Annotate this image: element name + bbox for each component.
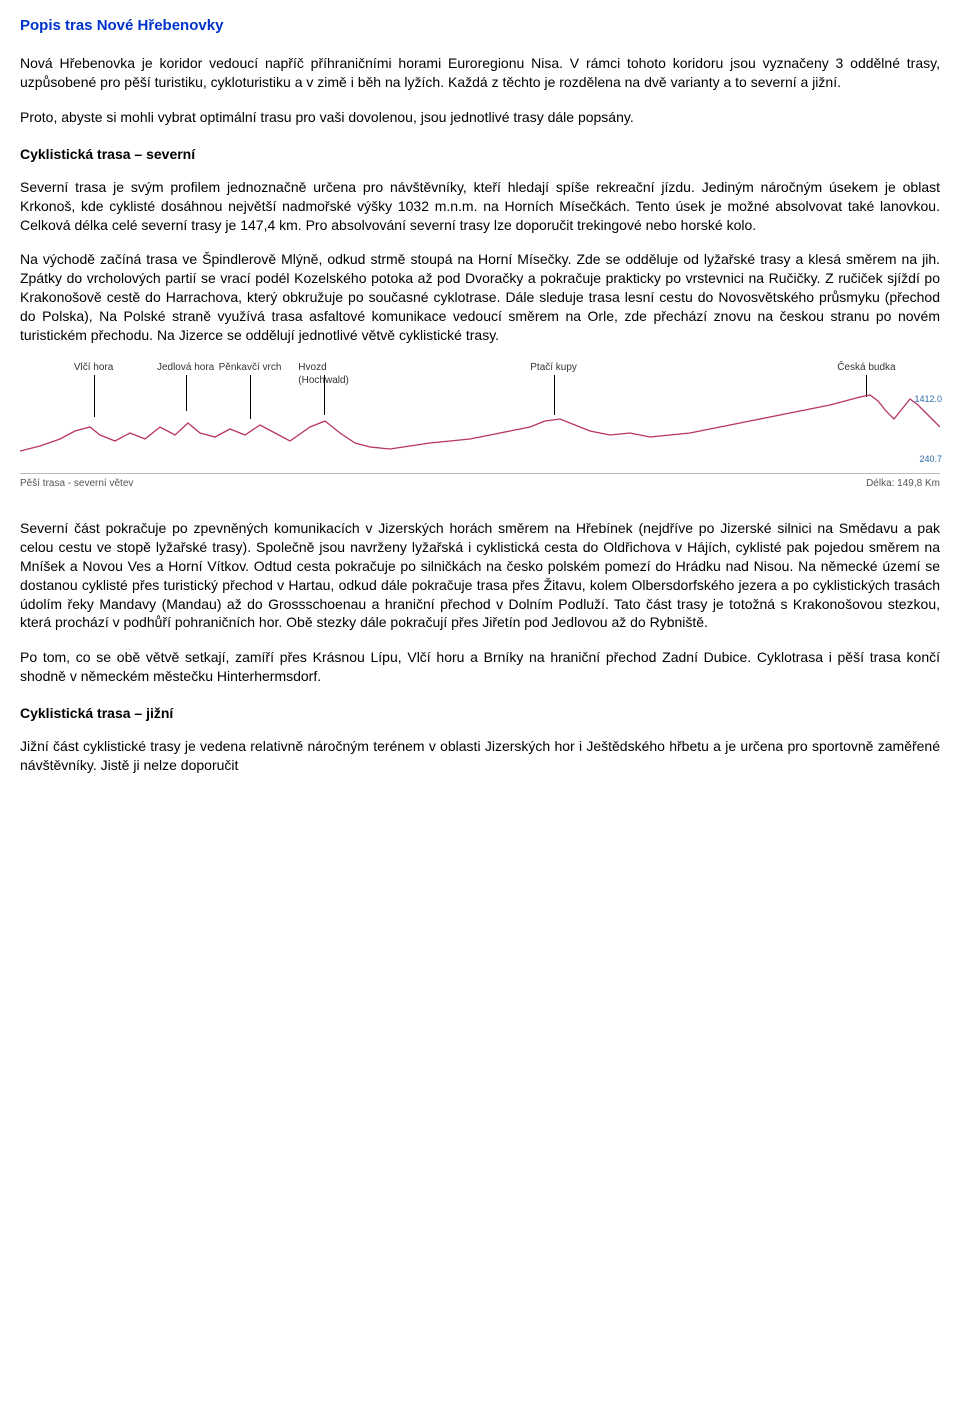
chart-caption-left: Pěší trasa - severní větev: [20, 473, 940, 491]
south-para-1: Jižní část cyklistické trasy je vedena r…: [20, 737, 940, 775]
intro-para-1: Nová Hřebenovka je koridor vedoucí napří…: [20, 54, 940, 92]
north-para-3: Severní část pokračuje po zpevněných kom…: [20, 519, 940, 632]
north-para-2: Na východě začíná trasa ve Špindlerově M…: [20, 250, 940, 344]
chart-plot-area: [20, 391, 940, 461]
chart-peak-label: Ptačí kupy: [530, 361, 577, 375]
chart-peak-label: Česká budka: [837, 361, 895, 375]
section-north-heading: Cyklistická trasa – severní: [20, 145, 940, 164]
elevation-chart: Vlčí horaJedlová horaPěnkavčí vrchHvozd(…: [20, 361, 940, 491]
chart-peak-label: Vlčí hora: [74, 361, 113, 375]
chart-caption-right: Délka: 149,8 Km: [866, 474, 940, 491]
chart-scale-top: 1412.0: [914, 393, 942, 405]
north-para-1: Severní trasa je svým profilem jednoznač…: [20, 178, 940, 235]
chart-peak-label: Jedlová hora: [157, 361, 214, 375]
chart-scale-bottom: 240.7: [919, 453, 942, 465]
page-title: Popis tras Nové Hřebenovky: [20, 16, 940, 36]
chart-peak-label: Pěnkavčí vrch: [219, 361, 282, 375]
intro-para-2: Proto, abyste si mohli vybrat optimální …: [20, 108, 940, 127]
section-south-heading: Cyklistická trasa – jižní: [20, 704, 940, 723]
elevation-line: [20, 395, 940, 451]
north-para-4: Po tom, co se obě větvě setkají, zamíří …: [20, 648, 940, 686]
